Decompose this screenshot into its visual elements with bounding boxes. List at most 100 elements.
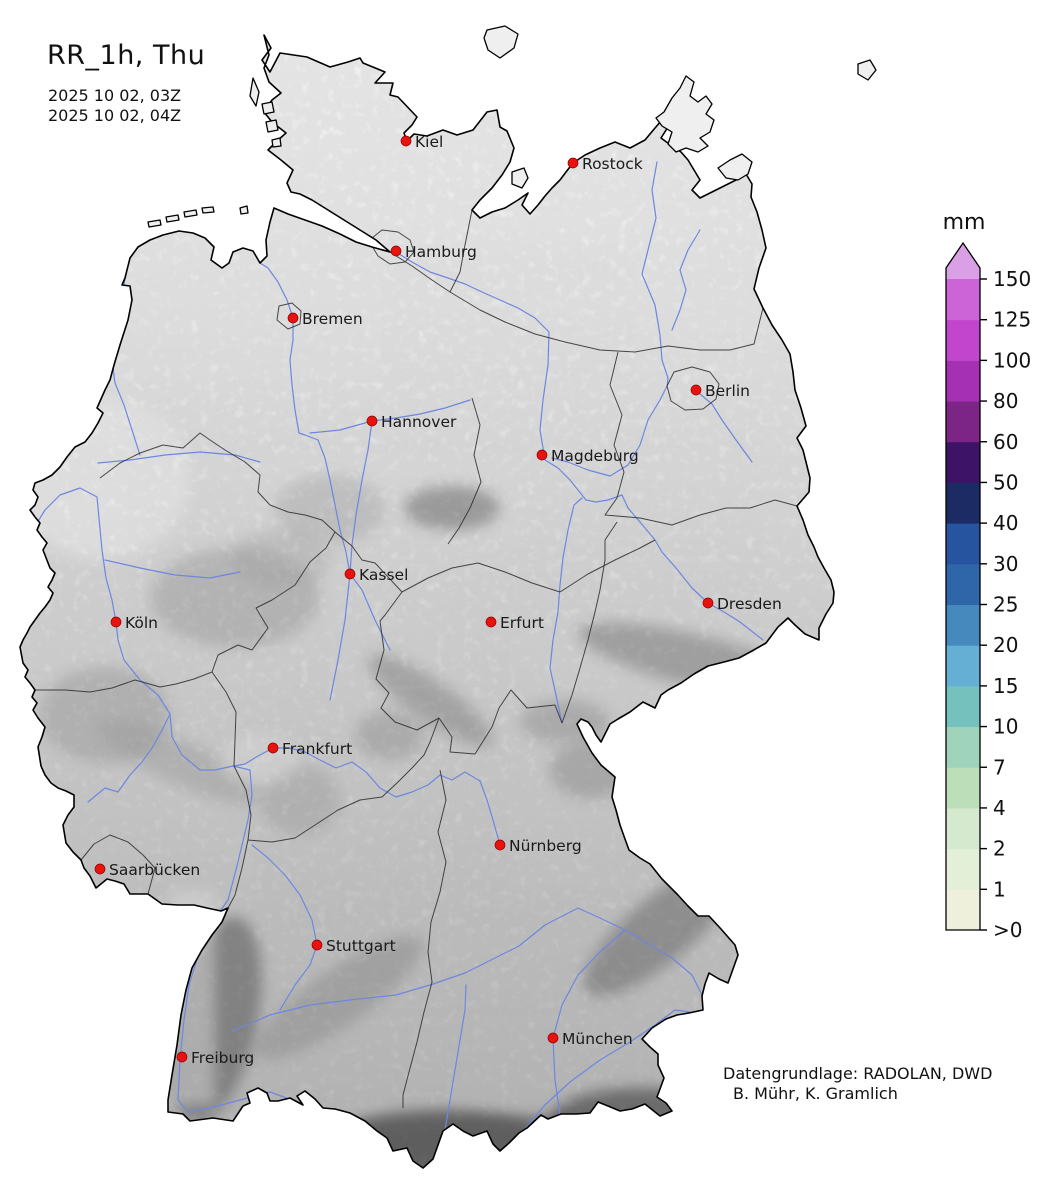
colorbar-segment	[946, 604, 980, 646]
colorbar-segment	[946, 889, 980, 931]
river-saale	[549, 497, 583, 724]
city-marker-Kiel	[400, 135, 412, 147]
colorbar-tick-label: 80	[993, 389, 1018, 413]
colorbar-unit-label: mm	[942, 210, 986, 235]
author-credit: B. Mühr, K. Gramlich	[733, 1084, 898, 1103]
colorbar-segment	[946, 726, 980, 768]
island-ruegen	[655, 75, 715, 153]
river-isar	[552, 929, 626, 1116]
city-marker-Rostock	[567, 157, 579, 169]
map-title: RR_1h, Thu	[47, 40, 206, 71]
valid-time-end: 2025 10 02, 04Z	[48, 106, 182, 125]
river-fulda	[329, 573, 351, 701]
colorbar-segment	[946, 360, 980, 402]
city-label: Bremen	[302, 310, 363, 328]
colorbar-segment	[946, 685, 980, 728]
colorbar-tick-label: 60	[993, 430, 1018, 454]
city-label: Kassel	[359, 566, 408, 584]
river-leine	[349, 420, 373, 575]
city-label: Saarbücken	[109, 861, 200, 879]
city-marker-Köln	[110, 616, 122, 628]
city-marker-Berlin	[690, 384, 702, 396]
colorbar-tick-label: 4	[993, 796, 1006, 820]
colorbar-tick-label: 20	[993, 633, 1018, 657]
islet-1	[271, 137, 282, 148]
colorbar-tick-label: 150	[993, 267, 1031, 291]
river-aller	[309, 399, 471, 434]
city-label: Berlin	[705, 382, 750, 400]
city-marker-Kassel	[344, 568, 356, 580]
city-label: Freiburg	[191, 1049, 254, 1067]
city-label: Frankfurt	[282, 740, 352, 758]
island-pellworm	[265, 119, 279, 133]
city-marker-Magdeburg	[536, 449, 548, 461]
rivers-layer	[36, 161, 764, 1136]
city-marker-Frankfurt	[267, 742, 279, 754]
river-rhine	[36, 487, 301, 1113]
colorbar-segment	[946, 279, 980, 321]
river-ruhr	[104, 559, 241, 579]
city-marker-Nürnberg	[494, 839, 506, 851]
colorbar-segment	[946, 482, 980, 524]
colorbar-segment	[946, 645, 980, 687]
colorbar-segment	[946, 401, 980, 443]
islands-layer	[147, 25, 877, 228]
colorbar: >0 1 2 4 7 10 15 20 25 30 40 50 60 80 100 125 150	[945, 241, 1031, 942]
frisian-3	[183, 209, 198, 218]
river-werra	[349, 573, 391, 651]
city-markers-layer: Kiel Rostock Hamburg Bremen Berlin Hannover Ma…	[94, 133, 782, 1067]
colorbar-tick-label: 100	[993, 348, 1031, 372]
island-foehr	[261, 101, 275, 115]
city-label: Hamburg	[405, 243, 477, 261]
frisian-2	[165, 214, 180, 223]
city-label: Kiel	[415, 133, 443, 151]
colorbar-tick-label: 30	[993, 552, 1018, 576]
city-marker-Dresden	[702, 597, 714, 609]
river-danube	[229, 907, 703, 1033]
colorbar-segment	[946, 319, 980, 361]
danish-coast	[483, 25, 519, 59]
river-havel	[551, 161, 669, 477]
colorbar-outline	[945, 241, 981, 931]
island-fehmarn	[511, 167, 529, 189]
colorbar-tick-label: >0	[993, 918, 1022, 942]
colorbar-tick-label: 2	[993, 837, 1006, 861]
city-label: Erfurt	[500, 614, 544, 632]
river-lech	[444, 984, 467, 1131]
city-label: Nürnberg	[509, 837, 582, 855]
city-label: Stuttgart	[326, 937, 396, 955]
colorbar-segment	[946, 807, 980, 850]
colorbar-overflow-arrow	[946, 243, 980, 279]
city-label: Rostock	[582, 155, 643, 173]
river-elbe	[395, 251, 764, 641]
city-marker-Freiburg	[176, 1051, 188, 1063]
city-label: München	[562, 1030, 633, 1048]
city-marker-Stuttgart	[311, 939, 323, 951]
city-label: Dresden	[717, 595, 782, 613]
colorbar-tick-label: 50	[993, 470, 1018, 494]
colorbar-segment	[946, 563, 980, 605]
colorbar-tick-label: 10	[993, 715, 1018, 739]
colorbar-tick-label: 40	[993, 511, 1018, 535]
river-inn	[519, 1009, 691, 1136]
city-marker-Hamburg	[390, 245, 402, 257]
river-regnitz	[479, 780, 501, 846]
valid-time-start: 2025 10 02, 03Z	[48, 86, 182, 105]
island-sylt	[249, 77, 260, 107]
frisian-4	[201, 206, 215, 214]
colorbar-tick-label: 25	[993, 593, 1018, 617]
colorbar-tick-label: 1	[993, 877, 1006, 901]
city-marker-Saarbücken	[94, 863, 106, 875]
data-source-credit: Datengrundlage: RADOLAN, DWD	[723, 1064, 993, 1083]
island-helgoland	[239, 205, 249, 215]
city-marker-Hannover	[366, 415, 378, 427]
river-spree	[699, 393, 753, 463]
small-island-ne	[857, 59, 877, 81]
frisian-1	[147, 219, 162, 228]
colorbar-segment	[946, 441, 980, 483]
germany-outline	[19, 34, 835, 1169]
island-usedom	[717, 153, 753, 181]
city-marker-München	[547, 1032, 559, 1044]
